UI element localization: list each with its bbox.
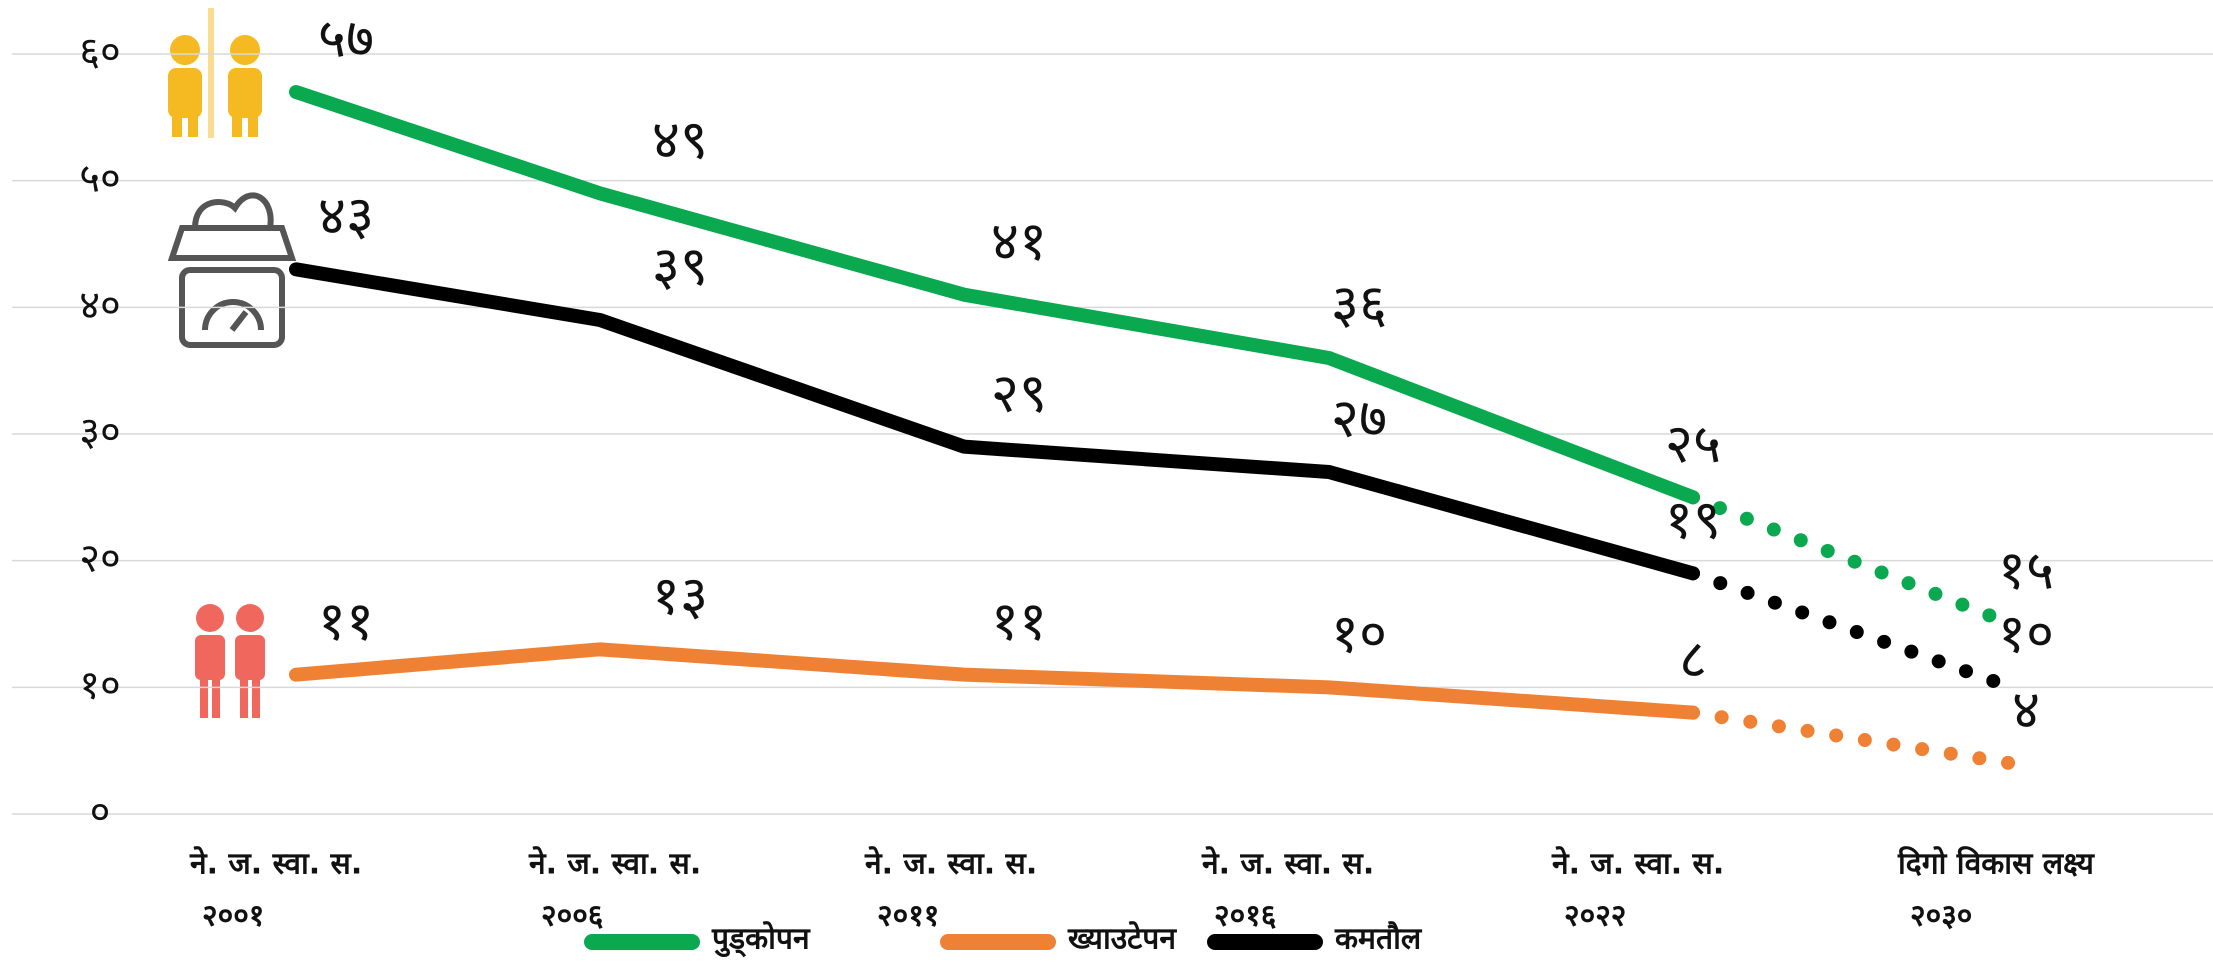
series-line xyxy=(289,642,1700,720)
target-line xyxy=(1686,705,2018,771)
data-label: ३९ xyxy=(652,235,708,298)
x-tick-label: ने. ज. स्वा. स. xyxy=(1551,846,1724,882)
x-tick-label: २००६ xyxy=(541,899,603,934)
legend-label: ख्याउटेपन xyxy=(1067,921,1177,957)
x-tick-label: ने. ज. स्वा. स. xyxy=(189,846,362,882)
y-tick-label: ६० xyxy=(79,29,121,75)
y-tick-label: १० xyxy=(79,662,121,708)
legend-label: पुड्कोपन xyxy=(711,921,811,958)
y-tick-label: ३० xyxy=(79,409,121,455)
target-line xyxy=(1686,566,2018,695)
data-label: १० xyxy=(1331,602,1387,665)
data-label: ४ xyxy=(2012,678,2040,741)
data-label: ४९ xyxy=(652,108,708,171)
data-label: १५ xyxy=(1998,539,2054,602)
y-tick-label: ५० xyxy=(79,156,121,202)
data-label: ४१ xyxy=(991,209,1047,272)
data-label: ५७ xyxy=(318,7,374,70)
data-label: ४३ xyxy=(318,184,374,247)
data-label: ८ xyxy=(1679,627,1707,690)
data-label: २७ xyxy=(1331,387,1387,450)
data-label: १९ xyxy=(1665,488,1721,551)
y-tick-label: २० xyxy=(79,536,121,582)
data-label: १० xyxy=(1998,602,2054,665)
target-line xyxy=(1686,490,2018,631)
data-label: ३६ xyxy=(1331,273,1387,336)
data-label: २५ xyxy=(1665,412,1721,475)
x-tick-label: २०१६ xyxy=(1214,899,1276,934)
icon-scale xyxy=(167,192,297,348)
x-tick-label: ने. ज. स्वा. स. xyxy=(864,846,1037,882)
data-label: ११ xyxy=(318,589,374,652)
series-line xyxy=(289,262,1700,581)
data-label: १३ xyxy=(652,564,708,627)
x-tick-label: ने. ज. स्वा. स. xyxy=(528,846,701,882)
icon-children-thin xyxy=(195,604,265,718)
x-tick-label: दिगो विकास लक्ष्य xyxy=(1897,846,2095,882)
x-tick-label: २००१ xyxy=(202,899,264,934)
legend-label: कमतौल xyxy=(1334,921,1423,957)
data-label: ११ xyxy=(991,589,1047,652)
x-tick-label: २०११ xyxy=(877,899,939,934)
data-label: २९ xyxy=(991,361,1047,424)
x-tick-label: ने. ज. स्वा. स. xyxy=(1201,846,1374,882)
y-tick-label: ० xyxy=(90,789,111,835)
icon-children-height xyxy=(168,8,262,138)
series-line xyxy=(289,85,1700,505)
y-tick-label: ४० xyxy=(79,282,121,328)
x-tick-label: २०२२ xyxy=(1564,899,1626,934)
x-tick-label: २०३० xyxy=(1910,899,1972,934)
